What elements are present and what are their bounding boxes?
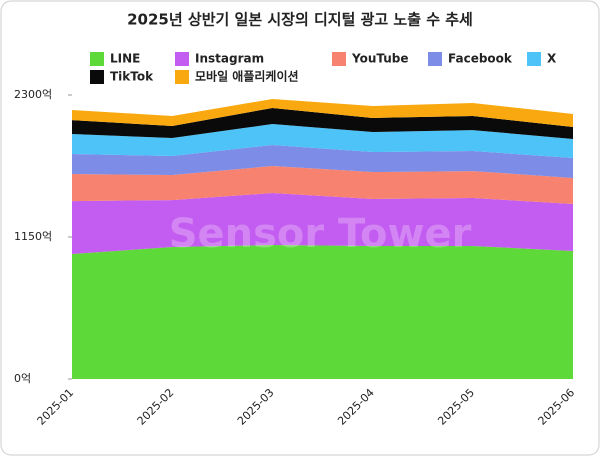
legend-label: TikTok	[110, 70, 154, 84]
legend-swatch	[175, 70, 189, 84]
legend-label: YouTube	[351, 52, 409, 66]
legend-label: 모바일 애플리케이션	[195, 69, 299, 84]
watermark: Sensor Tower	[169, 211, 472, 257]
legend-label: Instagram	[195, 52, 264, 66]
legend-swatch	[90, 70, 104, 84]
legend-label: LINE	[110, 52, 140, 66]
legend-swatch	[428, 52, 442, 66]
y-tick-label: 2300억	[14, 88, 52, 101]
legend-swatch	[175, 52, 189, 66]
area	[72, 166, 573, 205]
area	[72, 193, 573, 255]
area	[72, 98, 573, 127]
y-tick-label: 1150억	[14, 230, 52, 243]
area	[72, 124, 573, 158]
legend-swatch	[332, 52, 346, 66]
chart-title: 2025년 상반기 일본 시장의 디지털 광고 노출 수 추세	[127, 11, 473, 29]
y-tick-label: 0억	[14, 372, 31, 385]
legend-swatch	[90, 52, 104, 66]
area	[72, 245, 573, 379]
area	[72, 107, 573, 139]
area	[72, 145, 573, 178]
legend-label: X	[547, 52, 557, 66]
legend-swatch	[527, 52, 541, 66]
legend-label: Facebook	[448, 52, 513, 66]
